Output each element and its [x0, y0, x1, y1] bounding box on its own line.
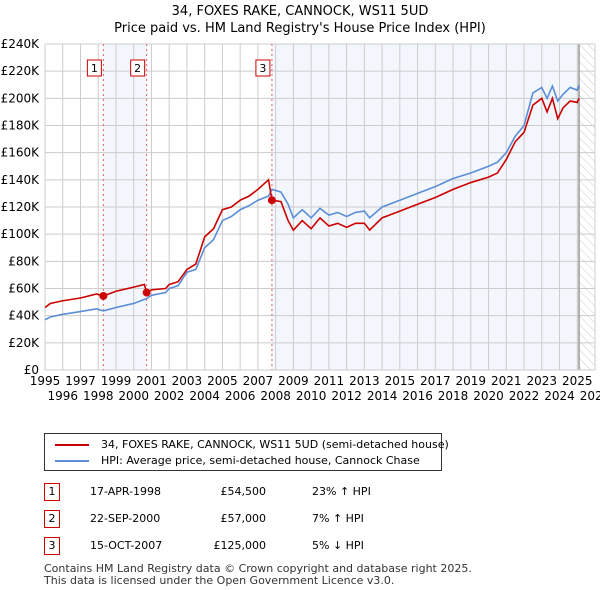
x-tick-label: 1998 [83, 389, 114, 403]
x-tick-label: 1995 [30, 374, 61, 388]
x-tick-label: 2013 [349, 374, 380, 388]
x-tick-label: 2003 [172, 374, 203, 388]
sale-hpi-diff: 7% ↑ HPI [312, 512, 364, 525]
sale-point [99, 291, 108, 300]
x-tick-label: 2011 [314, 374, 345, 388]
x-tick-label: 2006 [225, 389, 256, 403]
sale-hpi-diff: 23% ↑ HPI [312, 485, 371, 498]
sale-label: 1 [91, 62, 98, 75]
footer: Contains HM Land Registry data © Crown c… [44, 563, 472, 587]
plot-border [44, 43, 596, 371]
legend-swatch-blue [55, 459, 89, 462]
x-tick-label: 2022 [509, 389, 540, 403]
legend-item-property: 34, FOXES RAKE, CANNOCK, WS11 5UD (semi-… [55, 438, 449, 451]
legend-swatch-red [55, 443, 89, 446]
sale-point [142, 288, 151, 297]
y-tick-label: £20K [8, 336, 40, 350]
x-tick-label: 2021 [491, 374, 522, 388]
x-tick-label: 2025 [562, 374, 593, 388]
x-tick-label: 2008 [260, 389, 291, 403]
x-tick-label: 1999 [101, 374, 132, 388]
x-tick-label: 2014 [367, 389, 398, 403]
sale-row: 2 22-SEP-2000 £57,000 7% ↑ HPI [0, 510, 600, 530]
y-tick-label: £200K [1, 91, 41, 105]
x-tick-label: 2000 [118, 389, 149, 403]
x-tick-label: 2005 [207, 374, 238, 388]
y-tick-label: £120K [1, 200, 41, 214]
sale-label-box [130, 59, 146, 77]
y-tick-label: £180K [1, 119, 41, 133]
sale-date: 22-SEP-2000 [90, 512, 161, 525]
sale-hpi-diff: 5% ↓ HPI [312, 539, 364, 552]
legend-item-hpi: HPI: Average price, semi-detached house,… [55, 454, 420, 467]
sale-row: 3 15-OCT-2007 £125,000 5% ↓ HPI [0, 537, 600, 557]
y-tick-label: £100K [1, 227, 41, 241]
x-tick-label: 2023 [527, 374, 558, 388]
sale-price: £57,000 [220, 512, 267, 525]
x-tick-label: 2007 [243, 374, 274, 388]
x-tick-label: 2017 [420, 374, 451, 388]
sale-number: 1 [44, 483, 60, 501]
legend: 34, FOXES RAKE, CANNOCK, WS11 5UD (semi-… [44, 433, 449, 471]
x-tick-label: 2026 [580, 389, 600, 403]
x-tick-label: 2009 [278, 374, 309, 388]
footer-line: Contains HM Land Registry data © Crown c… [44, 562, 472, 575]
x-tick-label: 2001 [136, 374, 167, 388]
x-tick-label: 2024 [544, 389, 575, 403]
y-tick-label: £220K [1, 64, 41, 78]
sale-number: 3 [44, 537, 60, 555]
sale-point [267, 196, 276, 205]
x-tick-label: 2018 [438, 389, 469, 403]
footer-line: This data is licensed under the Open Gov… [44, 574, 395, 587]
series-line [44, 83, 580, 321]
x-tick-label: 2016 [402, 389, 433, 403]
sale-label-box [86, 59, 102, 77]
sale-date: 17-APR-1998 [90, 485, 162, 498]
y-tick-label: £140K [1, 173, 41, 187]
price-chart: 1995199619971998199920002001200220032004… [1, 37, 600, 403]
x-tick-label: 1996 [47, 389, 78, 403]
x-tick-label: 2020 [473, 389, 504, 403]
sale-price: £54,500 [220, 485, 267, 498]
legend-label: HPI: Average price, semi-detached house,… [101, 454, 420, 467]
y-tick-label: £240K [1, 37, 41, 51]
sale-label: 3 [259, 62, 266, 75]
subtitle-line: Price paid vs. HM Land Registry's House … [114, 21, 486, 36]
x-tick-label: 2019 [456, 374, 487, 388]
sale-row: 1 17-APR-1998 £54,500 23% ↑ HPI [0, 483, 600, 503]
x-tick-label: 2010 [296, 389, 327, 403]
sale-label-box [255, 59, 271, 77]
chart-title: 34, FOXES RAKE, CANNOCK, WS11 5UD Price p… [0, 3, 600, 37]
sale-number: 2 [44, 510, 60, 528]
y-tick-label: £40K [8, 309, 40, 323]
y-tick-label: £80K [8, 254, 40, 268]
sale-price: £125,000 [213, 539, 267, 552]
x-tick-label: 1997 [65, 374, 96, 388]
y-tick-label: £0 [24, 363, 39, 377]
sale-date: 15-OCT-2007 [90, 539, 163, 552]
title-line: 34, FOXES RAKE, CANNOCK, WS11 5UD [171, 4, 429, 19]
y-tick-label: £60K [8, 282, 40, 296]
legend-label: 34, FOXES RAKE, CANNOCK, WS11 5UD (semi-… [101, 438, 449, 451]
x-tick-label: 2012 [331, 389, 362, 403]
x-tick-label: 2015 [385, 374, 416, 388]
x-tick-label: 2002 [154, 389, 185, 403]
y-tick-label: £160K [1, 146, 41, 160]
x-tick-label: 2004 [189, 389, 220, 403]
sale-label: 2 [134, 62, 141, 75]
